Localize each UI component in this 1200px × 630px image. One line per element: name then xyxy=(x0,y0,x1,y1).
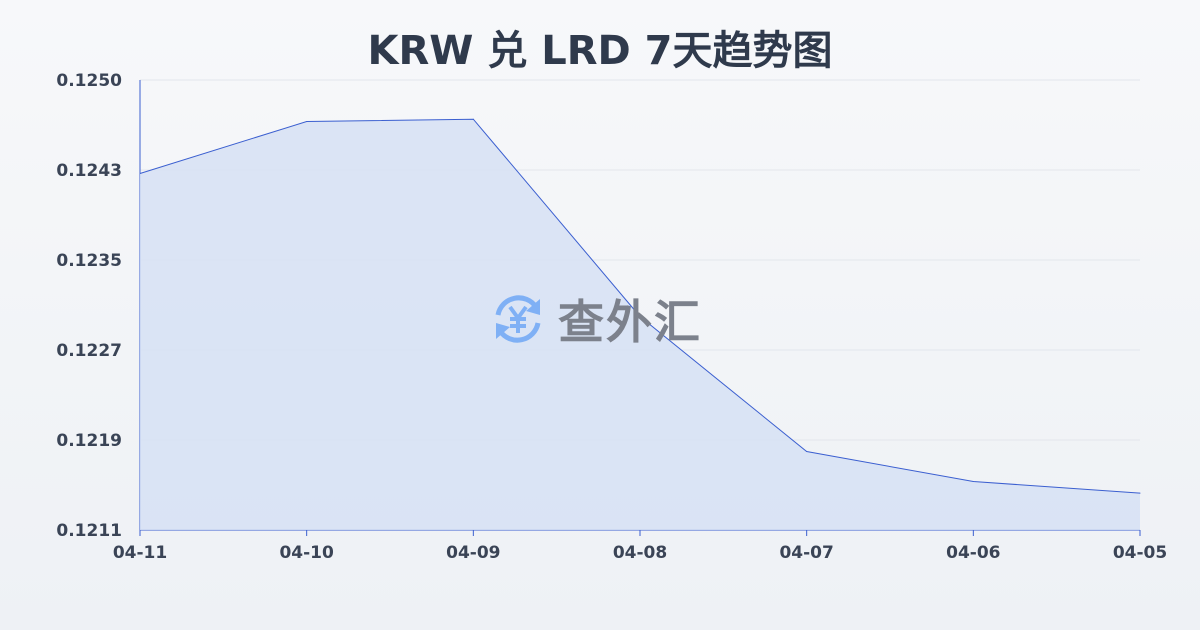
area-fill xyxy=(140,119,1140,530)
y-tick-label: 0.1227 xyxy=(56,341,122,361)
y-tick-label: 0.1211 xyxy=(56,521,122,541)
y-tick-label: 0.1219 xyxy=(56,431,122,451)
data-point xyxy=(639,316,641,318)
yen-exchange-icon xyxy=(495,295,541,343)
x-tick-label: 04-06 xyxy=(946,543,1000,563)
x-tick-label: 04-08 xyxy=(613,543,667,563)
data-point xyxy=(306,121,308,123)
x-tick-label: 04-07 xyxy=(779,543,833,563)
x-tick-label: 04-10 xyxy=(279,543,334,563)
data-point xyxy=(972,481,974,483)
watermark-text: 查外汇 xyxy=(558,295,702,349)
chart-title: KRW 兑 LRD 7天趋势图 xyxy=(367,28,833,74)
y-tick-label: 0.1250 xyxy=(56,71,122,91)
watermark: 查外汇 xyxy=(488,286,702,352)
data-point xyxy=(139,172,141,174)
data-point xyxy=(806,451,808,453)
y-tick-label: 0.1235 xyxy=(56,251,122,271)
x-tick-label: 04-09 xyxy=(446,543,500,563)
x-tick-label: 04-05 xyxy=(1113,543,1167,563)
data-point xyxy=(1139,492,1141,494)
x-tick-label: 04-11 xyxy=(113,543,167,563)
y-tick-label: 0.1243 xyxy=(56,161,122,181)
data-point xyxy=(472,118,474,120)
